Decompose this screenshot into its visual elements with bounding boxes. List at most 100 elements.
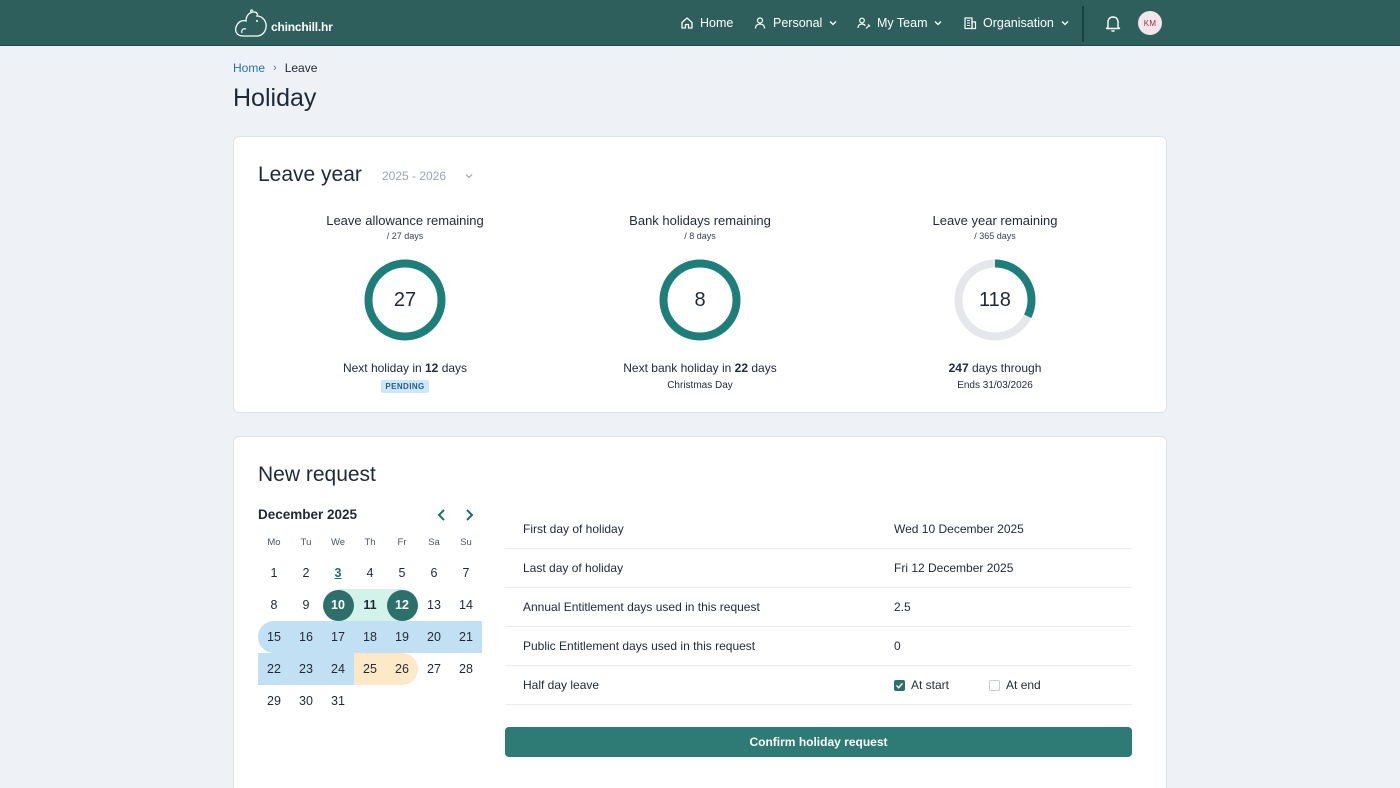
checkbox-unchecked-icon xyxy=(989,679,1001,691)
nav-personal-label: Personal xyxy=(773,16,823,30)
calendar-week: 29 30 31 xyxy=(258,685,483,717)
next-holiday-text: Next holiday in 12 days xyxy=(275,361,535,375)
calendar-day[interactable]: 28 xyxy=(459,662,473,676)
calendar-day[interactable]: 27 xyxy=(427,662,441,676)
last-day-label: Last day of holiday xyxy=(523,561,624,575)
half-day-options: At start At end xyxy=(894,678,1132,692)
calendar-day-team-leave[interactable]: 16 xyxy=(290,621,322,653)
first-day-row: First day of holiday Wed 10 December 202… xyxy=(505,510,1132,549)
calendar-day[interactable]: 1 xyxy=(270,566,278,580)
calendar-day[interactable]: 6 xyxy=(430,566,438,580)
checkbox-checked-icon xyxy=(894,679,905,691)
calendar-day-team-leave[interactable]: 18 xyxy=(354,621,386,653)
calendar-day-team-leave[interactable]: 15 xyxy=(258,621,290,653)
calendar-next-button[interactable] xyxy=(462,507,476,528)
calendar-day[interactable]: 29 xyxy=(267,694,281,708)
new-request-title: New request xyxy=(258,463,376,486)
calendar-day-in-range[interactable]: 11 xyxy=(354,589,386,621)
annual-entitlement-row: Annual Entitlement days used in this req… xyxy=(505,588,1132,627)
public-entitlement-label: Public Entitlement days used in this req… xyxy=(523,639,756,653)
at-end-label: At end xyxy=(1006,678,1041,692)
weekday-label: We xyxy=(330,537,346,548)
calendar-day-range-start[interactable]: 10 xyxy=(322,589,354,621)
nav-personal[interactable]: Personal xyxy=(753,0,838,46)
weekday-label: Th xyxy=(364,537,376,548)
calendar-day-today[interactable]: 3 xyxy=(334,566,342,580)
next-bank-holiday-text: Next bank holiday in 22 days xyxy=(570,361,830,375)
leave-year-ring: 118 xyxy=(950,255,1040,345)
stat-sub: / 365 days xyxy=(974,231,1016,241)
user-avatar[interactable]: KM xyxy=(1138,11,1162,35)
foot-suffix: days through xyxy=(968,361,1042,375)
foot-suffix: days xyxy=(438,361,468,375)
half-day-row: Half day leave At start At end xyxy=(505,666,1132,705)
calendar-day-bank-holiday[interactable]: 25 xyxy=(354,653,386,685)
calendar-day[interactable]: 7 xyxy=(462,566,470,580)
stat-title: Bank holidays remaining xyxy=(629,213,771,228)
weekday-label: Mo xyxy=(267,537,281,548)
calendar-day-range-end[interactable]: 12 xyxy=(386,589,418,621)
public-entitlement-value: 0 xyxy=(894,639,901,653)
calendar-day[interactable]: 4 xyxy=(366,566,374,580)
nav-home-label: Home xyxy=(700,16,734,30)
calendar-day[interactable]: 5 xyxy=(398,566,406,580)
last-day-value: Fri 12 December 2025 xyxy=(894,561,1014,575)
calendar-grid: Mo Tu We Th Fr Sa Su 1 2 3 4 5 6 7 8 9 1… xyxy=(258,537,483,717)
calendar-day[interactable]: 13 xyxy=(427,598,441,612)
brand-logo[interactable]: chinchill.hr xyxy=(233,5,333,39)
calendar-day-team-leave[interactable]: 21 xyxy=(450,621,482,653)
at-start-label: At start xyxy=(911,678,950,692)
calendar-day[interactable]: 31 xyxy=(331,694,345,708)
calendar-day-team-leave[interactable]: 19 xyxy=(386,621,418,653)
annual-entitlement-label: Annual Entitlement days used in this req… xyxy=(523,600,760,614)
half-day-at-end-checkbox[interactable]: At end xyxy=(989,678,1041,692)
chevron-down-icon xyxy=(829,21,837,26)
annual-entitlement-value: 2.5 xyxy=(894,600,911,614)
stat-title: Leave year remaining xyxy=(932,213,1058,228)
calendar-day-bank-holiday[interactable]: 26 xyxy=(386,653,418,685)
chevron-right-icon xyxy=(466,509,474,521)
calendar-week: 1 2 3 4 5 6 7 xyxy=(258,557,483,589)
leave-year-card: Leave year 2025 - 2026 Leave allowance r… xyxy=(233,136,1167,413)
foot-suffix: days xyxy=(748,361,777,375)
notifications-button[interactable] xyxy=(1103,13,1123,38)
calendar-day[interactable]: 9 xyxy=(302,598,310,612)
half-day-at-start-checkbox[interactable]: At start xyxy=(894,678,949,692)
chevron-down-icon xyxy=(465,174,473,179)
calendar-day[interactable]: 8 xyxy=(270,598,278,612)
leave-year-select[interactable]: 2025 - 2026 xyxy=(382,169,474,183)
calendar-day[interactable]: 2 xyxy=(302,566,310,580)
chinchilla-logo-icon xyxy=(235,9,267,37)
calendar-prev-button[interactable] xyxy=(435,507,449,528)
calendar-week: 8 9 10 11 12 13 14 xyxy=(258,589,483,621)
calendar-weekday-row: Mo Tu We Th Fr Sa Su xyxy=(258,537,483,553)
calendar-day-empty xyxy=(386,685,418,717)
nav-organisation[interactable]: Organisation xyxy=(963,0,1070,46)
calendar-day-team-leave[interactable]: 22 xyxy=(258,653,290,685)
bell-icon xyxy=(1105,16,1121,32)
calendar-day[interactable]: 14 xyxy=(459,598,473,612)
calendar-week: 15 16 17 18 19 20 21 xyxy=(258,621,483,653)
confirm-holiday-request-button[interactable]: Confirm holiday request xyxy=(505,727,1132,757)
calendar-day[interactable]: 30 xyxy=(299,694,313,708)
breadcrumb-home-link[interactable]: Home xyxy=(233,61,266,75)
top-navigation-bar: chinchill.hr Home Personal My Team Organ… xyxy=(0,0,1400,46)
leave-year-remaining-value: 118 xyxy=(979,288,1011,311)
leave-year-end-date: Ends 31/03/2026 xyxy=(957,380,1033,391)
nav-divider xyxy=(1082,6,1084,42)
home-icon xyxy=(681,17,693,29)
calendar-day-team-leave[interactable]: 20 xyxy=(418,621,450,653)
nav-home[interactable]: Home xyxy=(680,0,733,46)
calendar-day-team-leave[interactable]: 24 xyxy=(322,653,354,685)
calendar-day-team-leave[interactable]: 23 xyxy=(290,653,322,685)
stat-title: Leave allowance remaining xyxy=(326,213,484,228)
weekday-label: Fr xyxy=(397,537,407,548)
request-details-table: First day of holiday Wed 10 December 202… xyxy=(505,510,1132,705)
half-day-label: Half day leave xyxy=(523,678,600,692)
weekday-label: Su xyxy=(460,537,472,548)
nav-my-team[interactable]: My Team xyxy=(857,0,943,46)
foot-prefix: Next holiday in xyxy=(342,361,425,375)
building-icon xyxy=(964,17,977,30)
breadcrumb-separator-icon: › xyxy=(273,62,277,74)
calendar-day-team-leave[interactable]: 17 xyxy=(322,621,354,653)
